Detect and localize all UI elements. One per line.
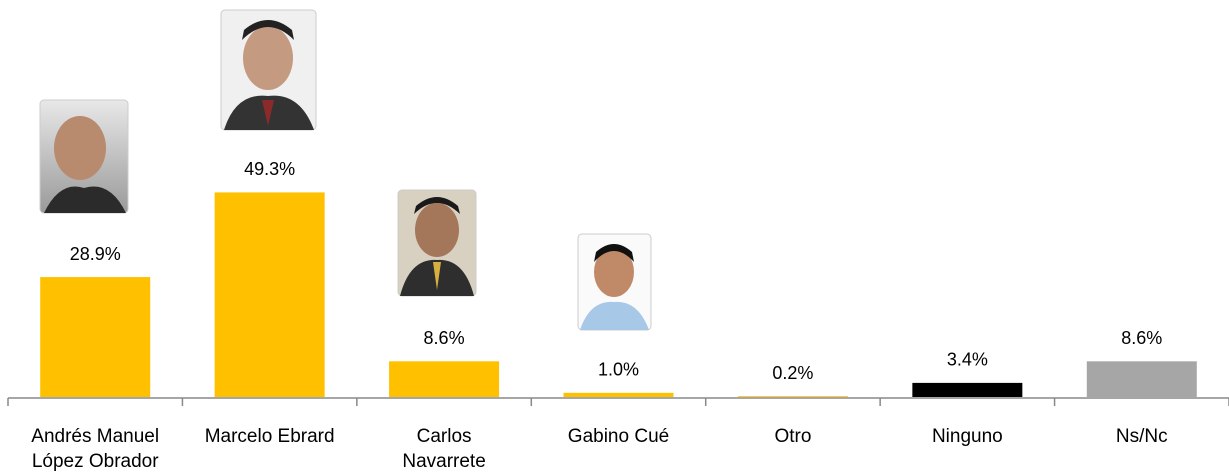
bar (389, 361, 500, 397)
bar (214, 192, 325, 397)
x-tick-label: Marcelo Ebrard (204, 426, 335, 447)
photo (220, 9, 317, 131)
bar (1086, 361, 1197, 397)
x-tick-label: Carlos Navarrete (402, 426, 486, 472)
photo (577, 233, 652, 331)
bar (912, 382, 1023, 397)
bar (737, 396, 848, 397)
value-label: 1.0% (598, 360, 639, 380)
x-tick-label: Ns/Nc (1115, 426, 1168, 447)
value-label: 3.4% (947, 350, 988, 370)
value-label: 0.2% (772, 363, 813, 383)
value-label: 8.6% (1121, 328, 1162, 348)
x-tick-label: Andrés Manuel López Obrador (31, 426, 160, 472)
x-tick-label: Otro (774, 426, 812, 447)
value-label: 8.6% (424, 328, 465, 348)
value-label: 49.3% (244, 159, 295, 179)
x-tick-label: Gabino Cué (567, 426, 670, 447)
bar (563, 392, 674, 397)
photo (397, 189, 477, 297)
bar (40, 277, 151, 397)
photo (39, 99, 129, 214)
value-label: 28.9% (70, 244, 121, 264)
x-tick-label: Ninguno (931, 426, 1003, 447)
